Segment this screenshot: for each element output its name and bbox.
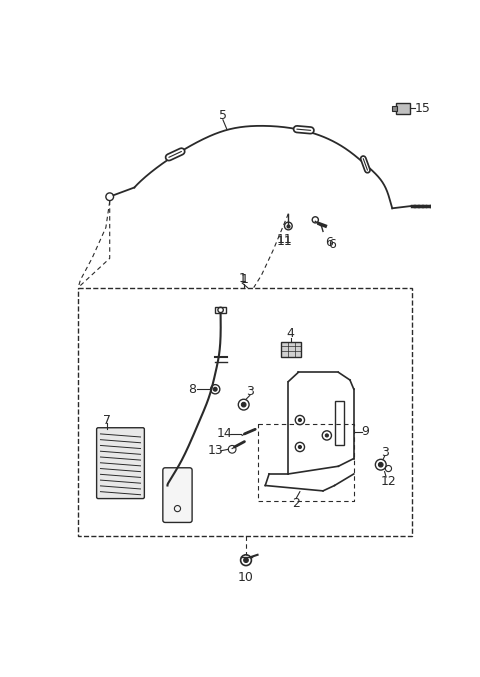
Text: 11: 11 xyxy=(276,235,292,248)
Text: 15: 15 xyxy=(415,102,431,114)
Circle shape xyxy=(213,387,217,391)
Text: 12: 12 xyxy=(381,475,396,488)
Bar xyxy=(335,401,344,445)
Text: 2: 2 xyxy=(292,497,300,510)
Bar xyxy=(396,103,410,114)
Bar xyxy=(215,307,226,313)
Text: 14: 14 xyxy=(216,427,232,441)
Bar xyxy=(392,106,397,110)
Text: 1: 1 xyxy=(238,272,246,285)
Text: 6: 6 xyxy=(328,238,336,251)
Bar xyxy=(78,288,411,536)
FancyBboxPatch shape xyxy=(96,428,144,498)
Text: 4: 4 xyxy=(287,327,295,341)
Text: 11: 11 xyxy=(276,233,292,246)
Circle shape xyxy=(325,434,328,437)
Text: 3: 3 xyxy=(381,446,388,459)
Text: 13: 13 xyxy=(207,444,223,458)
FancyBboxPatch shape xyxy=(163,468,192,523)
Circle shape xyxy=(244,558,248,563)
Circle shape xyxy=(241,402,246,407)
Text: 3: 3 xyxy=(246,385,254,398)
Circle shape xyxy=(299,418,301,422)
Bar xyxy=(281,341,300,357)
Text: 9: 9 xyxy=(361,425,369,438)
Text: 7: 7 xyxy=(103,414,111,427)
Text: 10: 10 xyxy=(238,571,254,584)
Circle shape xyxy=(378,462,383,467)
Text: 8: 8 xyxy=(188,383,196,396)
Text: 6: 6 xyxy=(325,236,333,249)
Text: 5: 5 xyxy=(219,110,227,123)
Text: 1: 1 xyxy=(240,274,248,286)
Circle shape xyxy=(299,445,301,449)
